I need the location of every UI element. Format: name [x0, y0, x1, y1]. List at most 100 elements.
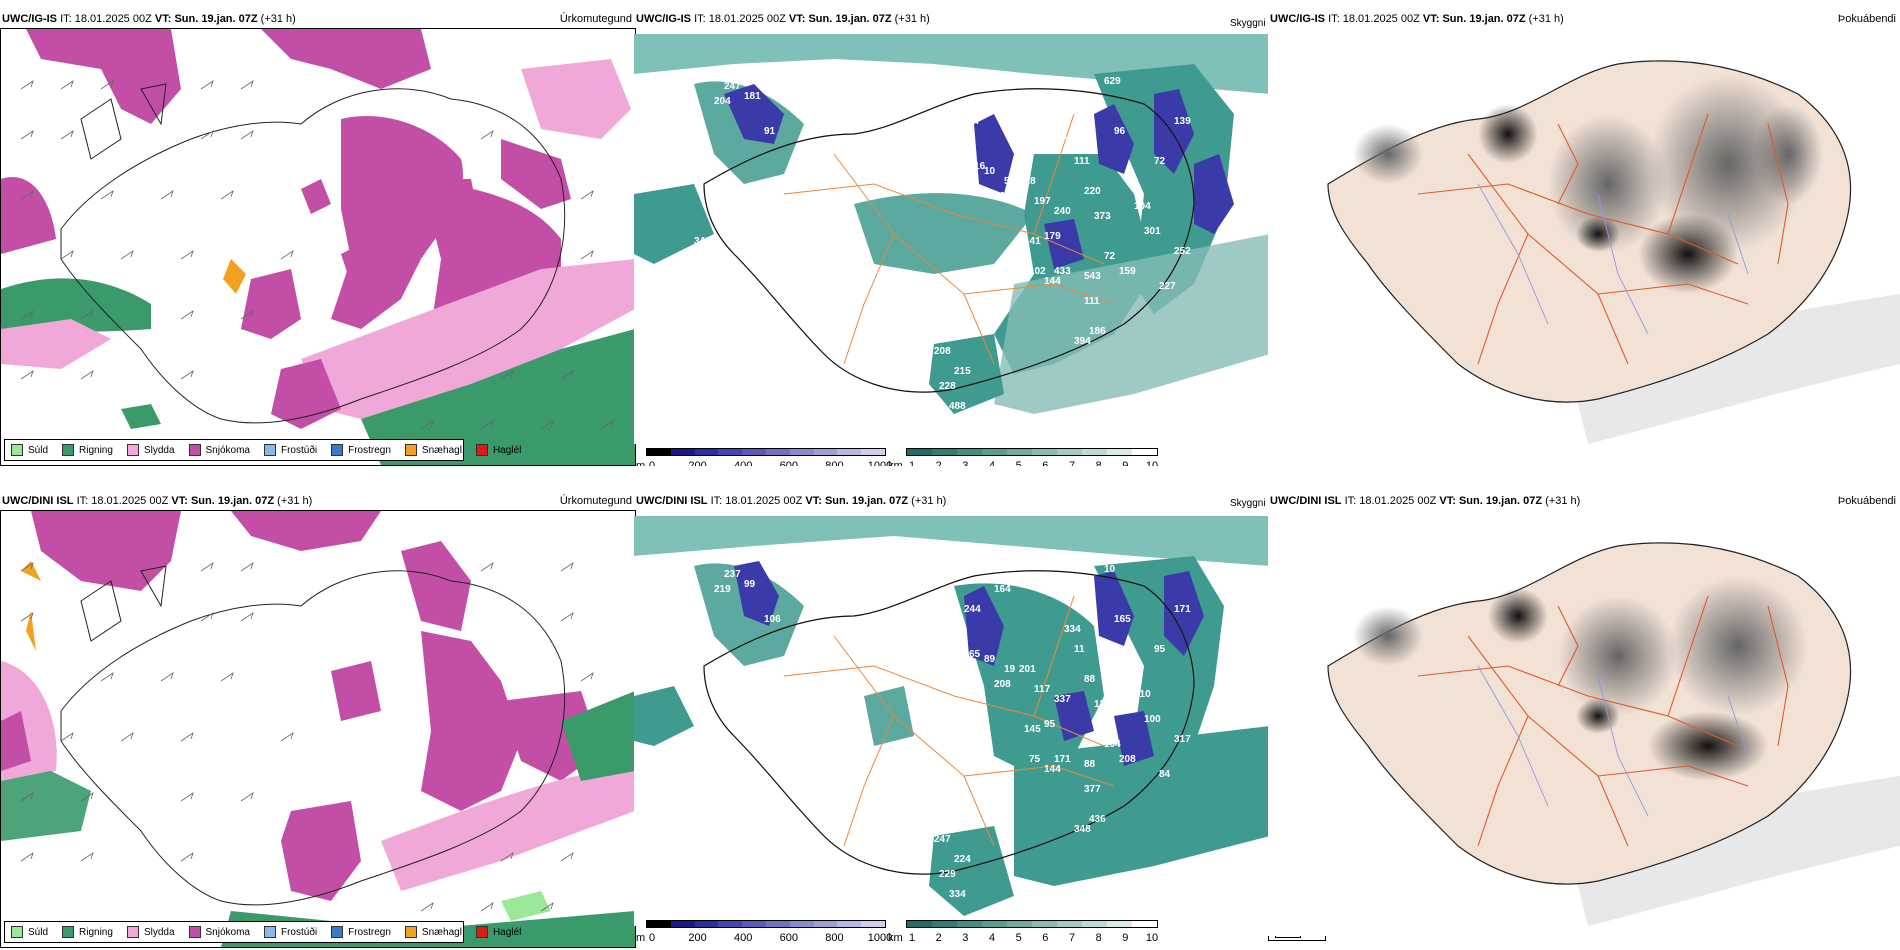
colorbar-segment — [1007, 449, 1032, 455]
panel-header: UWC/DINI ISL IT: 18.01.2025 00Z VT: Sun.… — [0, 492, 636, 510]
valid-time: Sun. 19.jan. 07Z — [1458, 495, 1543, 507]
legend-label: Snæhagl — [421, 444, 462, 456]
legend-swatch — [11, 926, 23, 938]
colorbar-tick: 10 — [1145, 460, 1159, 466]
init-time: 18.01.2025 00Z — [725, 495, 803, 507]
init-time: 18.01.2025 00Z — [74, 13, 152, 25]
panel-title: Þokuábendi — [1837, 13, 1896, 25]
ceiling-value-label: 201 — [1019, 664, 1036, 675]
colorbar-tick: 400 — [734, 932, 753, 944]
ceiling-value-label: 224 — [954, 854, 971, 865]
colorbar-segment — [861, 921, 885, 927]
ceiling-value-label: 348 — [1074, 824, 1091, 835]
vt-label: VT: — [154, 13, 172, 25]
colorbar-segment — [1057, 449, 1082, 455]
colorbar-tick: 5 — [1015, 460, 1022, 466]
vt-label: VT: — [1439, 495, 1456, 507]
ceiling-value-label: 102 — [1029, 266, 1046, 277]
colorbar-segment — [957, 449, 982, 455]
colorbar-segment — [1007, 921, 1032, 927]
colorbar-segment — [932, 449, 957, 455]
colorbar-segment — [789, 921, 814, 927]
ceiling-value-label: 72 — [1154, 156, 1166, 167]
ceiling-value-label: 228 — [939, 381, 956, 392]
colorbar-tick: 800 — [825, 932, 844, 944]
legend-label: Rigning — [79, 926, 113, 938]
it-label: IT: — [60, 13, 72, 25]
colorbar-segment — [694, 449, 719, 455]
colorbar-segment — [670, 921, 695, 927]
panel-title: Úrkomutegund — [559, 495, 632, 507]
ceiling-value-label: 65 — [969, 649, 981, 660]
legend-swatch — [331, 926, 344, 938]
colorbar-tick: 0 — [648, 460, 656, 466]
ceiling-value-label: 106 — [764, 614, 781, 625]
init-time: 18.01.2025 00Z — [1342, 13, 1420, 25]
colorbar-segment — [907, 449, 932, 455]
legend-item: Slydda — [126, 444, 175, 456]
legend-label: Haglél — [492, 444, 522, 456]
legend-label: Slydda — [143, 926, 175, 938]
ceiling-value-label: 10 — [984, 166, 996, 177]
ceiling-value-label: 159 — [1119, 266, 1136, 277]
ceiling-value-label: 348 — [694, 236, 711, 247]
legend-item: Snæhagl — [404, 926, 462, 938]
ceiling-value-label: 111 — [1074, 156, 1090, 167]
colorbar-segment — [742, 921, 766, 927]
it-label: IT: — [1328, 13, 1340, 25]
colorbar-segment — [813, 921, 838, 927]
legend-item: Slydda — [126, 926, 175, 938]
fog-map — [1268, 34, 1900, 464]
init-time: 18.01.2025 00Z — [1359, 495, 1437, 507]
map-frame: Súld Rigning Slydda Snjókoma Frostúði Frostre… — [0, 510, 636, 948]
colorbar-segment — [718, 921, 743, 927]
ceiling-value-label: 179 — [1044, 231, 1061, 242]
ceiling-value-label: 88 — [1084, 674, 1096, 685]
precip-legend: Súld Rigning Slydda Snjókoma Frostúði Frostre… — [4, 921, 521, 943]
ceiling-value-label: 219 — [714, 584, 731, 595]
colorbar-segment — [1032, 449, 1057, 455]
ceiling-value-label: 164 — [994, 584, 1011, 595]
legend-swatch — [475, 444, 488, 456]
legend-item: Súld — [11, 444, 48, 456]
ceiling-value-label: 171 — [1054, 754, 1071, 765]
legend-swatch — [263, 444, 276, 456]
precip-type-panel-top: UWC/IG-IS IT: 18.01.2025 00Z VT: Sun. 19… — [0, 10, 636, 466]
ceiling-value-label: 204 — [714, 96, 731, 107]
ceiling-value-label: 10 — [1104, 564, 1116, 575]
ceiling-value-label: 145 — [1024, 724, 1041, 735]
ceiling-value-label: 149 — [1064, 136, 1081, 147]
colorbar-segment — [1082, 449, 1107, 455]
ceiling-value-label: 488 — [949, 401, 966, 412]
panel-title: Skyggni — [1230, 498, 1266, 509]
colorbar-unit: m — [636, 460, 646, 466]
colorbar-tick: 400 — [734, 460, 753, 466]
legend-item: Snjókoma — [188, 926, 250, 938]
colorbar-tick: 9 — [1122, 932, 1129, 944]
ceiling-value-label: 543 — [1084, 271, 1101, 282]
it-label: IT: — [76, 495, 89, 507]
fog-panel-top: UWC/IG-IS IT: 18.01.2025 00Z VT: Sun. 19… — [1268, 10, 1900, 466]
lead-time: (+31 h) — [1528, 13, 1564, 25]
vt-label: VT: — [805, 495, 822, 507]
colorbar-tick: 6 — [1042, 932, 1049, 944]
lead-time: (+31 h) — [260, 13, 296, 25]
legend-label: Snjókoma — [205, 926, 250, 938]
ceiling-value-label: 53 — [1004, 176, 1016, 187]
ceiling-value-label: 417 — [864, 271, 881, 282]
ceiling-value-label: 377 — [1084, 784, 1101, 795]
ceiling-value-label: 229 — [939, 869, 956, 880]
valid-time: Sun. 19.jan. 07Z — [824, 495, 909, 507]
legend-label: Haglél — [492, 926, 522, 938]
ceiling-value-label: 287 — [964, 116, 981, 127]
panel-title: Þokuábendi — [1837, 495, 1896, 507]
panel-header: UWC/DINI ISL IT: 18.01.2025 00Z VT: Sun.… — [634, 492, 1270, 510]
it-label: IT: — [1344, 495, 1357, 507]
ceiling-value-label: 334 — [949, 889, 966, 900]
ceiling-value-label: 139 — [1174, 116, 1191, 127]
colorbar-tick: 3 — [962, 460, 969, 466]
ceiling-value-label: 104 — [1104, 739, 1121, 750]
legend-swatch — [188, 444, 201, 456]
legend-item: Frostregn — [331, 444, 391, 456]
map-frame: Súld Rigning Slydda Snjókoma Frostúði Frostre… — [0, 28, 636, 466]
